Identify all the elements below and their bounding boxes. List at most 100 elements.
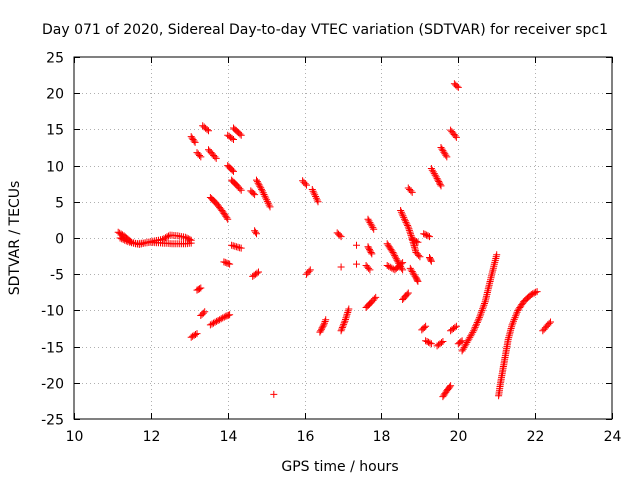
data-point [251,191,259,199]
data-point [399,266,407,274]
data-point [197,153,205,161]
data-point [256,182,264,190]
data-point [353,241,360,249]
data-point [470,325,478,333]
data-point [199,309,207,317]
data-point [255,181,263,189]
data-point [313,196,321,204]
y-tick-label: -20 [41,377,64,393]
data-point [513,308,521,316]
x-tick-label: 10 [66,429,84,445]
data-point [443,153,451,161]
data-point [533,288,541,296]
data-point [367,249,375,256]
data-point [317,327,325,335]
y-tick-label: -10 [41,304,64,320]
data-point [119,235,127,243]
x-tick-label: 24 [604,429,622,445]
data-point [321,318,329,325]
data-point [527,291,535,298]
data-point [122,237,130,245]
data-point [312,193,320,200]
data-point [470,327,478,335]
data-point [338,324,346,331]
data-point [438,339,445,347]
data-point [446,383,454,391]
data-point [181,233,189,241]
data-point [255,268,262,276]
data-point [452,322,460,330]
data-point [415,251,423,259]
grid-lines [74,57,612,419]
data-point [217,315,225,323]
data-point [341,317,349,325]
data-point [475,315,483,323]
y-tick-label: 25 [46,51,64,67]
data-point [427,340,435,348]
data-point [408,188,416,196]
data-point [216,316,224,324]
y-tick-label: 20 [46,87,64,103]
data-point [337,327,345,335]
data-point [408,235,416,243]
data-point [436,179,443,187]
data-point [402,218,410,226]
data-point [314,198,322,206]
data-point [353,260,360,268]
data-point [316,328,324,336]
data-point [407,187,415,195]
y-tick-label: -5 [50,268,64,284]
data-point [511,314,519,322]
data-point [338,325,346,333]
data-point [424,232,432,240]
data-point [433,175,441,183]
data-point [370,295,378,303]
data-point [252,228,260,236]
data-point [197,284,205,292]
data-point [320,319,328,327]
data-point [301,180,309,188]
data-point [388,247,396,255]
data-point [369,224,377,232]
data-point [452,133,460,141]
data-point [163,233,171,241]
data-point [410,236,418,244]
data-point [260,191,268,198]
chart-title: Day 071 of 2020, Sidereal Day-to-day VTE… [42,22,608,38]
data-point [512,312,520,320]
data-point [221,258,229,266]
data-point [203,126,211,134]
data-point [393,256,401,264]
data-point [476,312,484,320]
data-point [311,191,319,199]
data-point [420,324,428,331]
data-point [262,194,270,202]
data-point [471,323,479,331]
data-point [189,332,197,340]
data-point [547,318,554,326]
data-point [442,151,450,159]
x-tick-label: 22 [527,429,545,445]
data-point [383,262,391,269]
data-point [211,153,219,161]
data-point [391,253,399,261]
data-point [254,179,262,187]
data-point [201,308,209,316]
data-point [530,289,538,297]
data-point [190,137,198,145]
data-point [416,253,424,261]
data-point [196,152,203,159]
data-point [414,238,422,246]
data-point [257,184,265,192]
data-point [212,154,220,162]
data-point [493,251,501,259]
x-axis: 10 12 14 16 18 20 22 24 [66,57,622,445]
data-point [121,236,129,244]
data-point [253,230,260,238]
data-point [454,83,462,91]
data-point [342,314,350,322]
data-point [507,326,515,334]
x-axis-label: GPS time / hours [281,459,398,475]
data-point [437,182,445,190]
data-point [226,311,234,319]
